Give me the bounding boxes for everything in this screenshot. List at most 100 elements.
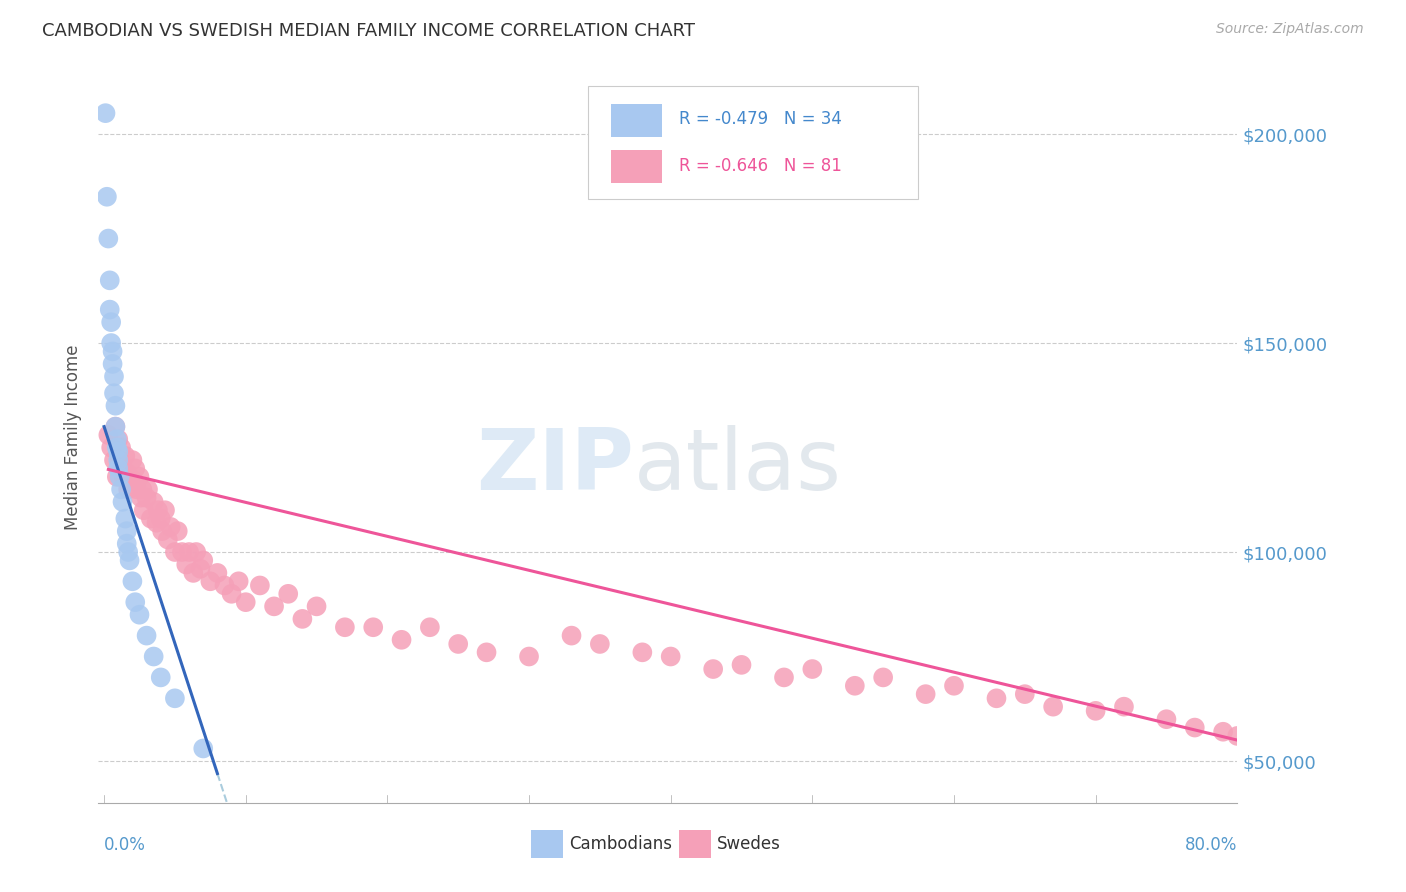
Text: R = -0.646   N = 81: R = -0.646 N = 81 <box>679 158 842 176</box>
Point <box>517 649 540 664</box>
Point <box>114 511 136 525</box>
Point <box>101 344 124 359</box>
Point <box>914 687 936 701</box>
Point <box>773 670 796 684</box>
Point <box>108 453 131 467</box>
Y-axis label: Median Family Income: Median Family Income <box>65 344 83 530</box>
Point <box>110 483 132 497</box>
Point <box>139 511 162 525</box>
Text: 80.0%: 80.0% <box>1185 836 1237 855</box>
Point <box>122 474 145 488</box>
Point <box>221 587 243 601</box>
Point <box>183 566 205 580</box>
Point <box>118 553 141 567</box>
Point <box>111 461 134 475</box>
Point <box>121 453 143 467</box>
Point <box>114 449 136 463</box>
Point <box>475 645 498 659</box>
Bar <box>612 151 662 183</box>
Point <box>115 536 138 550</box>
Point <box>200 574 222 589</box>
Text: 0.0%: 0.0% <box>104 836 146 855</box>
Point <box>391 632 413 647</box>
Point <box>153 503 176 517</box>
Point <box>103 453 125 467</box>
Text: Swedes: Swedes <box>717 835 780 853</box>
Point <box>149 670 172 684</box>
Point <box>166 524 188 538</box>
Point <box>1084 704 1107 718</box>
Point <box>107 453 129 467</box>
Point <box>214 578 236 592</box>
Point <box>844 679 866 693</box>
Point <box>986 691 1008 706</box>
Point <box>156 533 179 547</box>
Point <box>207 566 229 580</box>
Point <box>125 483 148 497</box>
Point <box>135 629 157 643</box>
Point <box>105 432 128 446</box>
Point <box>1184 721 1206 735</box>
Point <box>104 419 127 434</box>
Point <box>135 491 157 505</box>
Point <box>142 495 165 509</box>
Point <box>333 620 356 634</box>
Bar <box>531 830 562 858</box>
Point <box>1112 699 1135 714</box>
Point <box>97 428 120 442</box>
Point <box>104 419 127 434</box>
Point <box>98 302 121 317</box>
Point <box>263 599 285 614</box>
Point <box>117 483 139 497</box>
Point <box>124 595 146 609</box>
Text: ZIP: ZIP <box>477 425 634 508</box>
Point <box>145 516 167 530</box>
Point <box>361 620 384 634</box>
Point <box>97 231 120 245</box>
Text: R = -0.479   N = 34: R = -0.479 N = 34 <box>679 110 842 128</box>
Point <box>105 470 128 484</box>
Point <box>107 461 129 475</box>
Point <box>146 503 169 517</box>
Point <box>631 645 654 659</box>
Point <box>560 629 582 643</box>
Point <box>112 470 135 484</box>
Point <box>124 461 146 475</box>
Bar <box>679 830 711 858</box>
Point <box>104 399 127 413</box>
Point <box>96 190 118 204</box>
Text: Cambodians: Cambodians <box>569 835 672 853</box>
Point <box>1212 724 1234 739</box>
Point <box>228 574 250 589</box>
Point <box>193 553 215 567</box>
Point <box>186 545 208 559</box>
Point <box>249 578 271 592</box>
Point <box>659 649 682 664</box>
Point <box>163 545 186 559</box>
Point <box>103 369 125 384</box>
Point <box>132 503 155 517</box>
Point <box>277 587 299 601</box>
Point <box>1226 729 1249 743</box>
Point <box>100 336 122 351</box>
Point <box>174 558 197 572</box>
Point <box>94 106 117 120</box>
Text: Source: ZipAtlas.com: Source: ZipAtlas.com <box>1216 22 1364 37</box>
Point <box>177 545 200 559</box>
Point <box>129 491 152 505</box>
Point <box>163 691 186 706</box>
Point <box>142 649 165 664</box>
Point <box>118 470 141 484</box>
Point <box>128 607 150 622</box>
Point <box>190 562 212 576</box>
Point <box>101 357 124 371</box>
Point <box>1014 687 1036 701</box>
Point <box>115 524 138 538</box>
Point <box>100 441 122 455</box>
FancyBboxPatch shape <box>588 86 918 200</box>
Point <box>801 662 824 676</box>
Point <box>943 679 966 693</box>
Point <box>149 511 172 525</box>
Point <box>136 483 159 497</box>
Point <box>193 741 215 756</box>
